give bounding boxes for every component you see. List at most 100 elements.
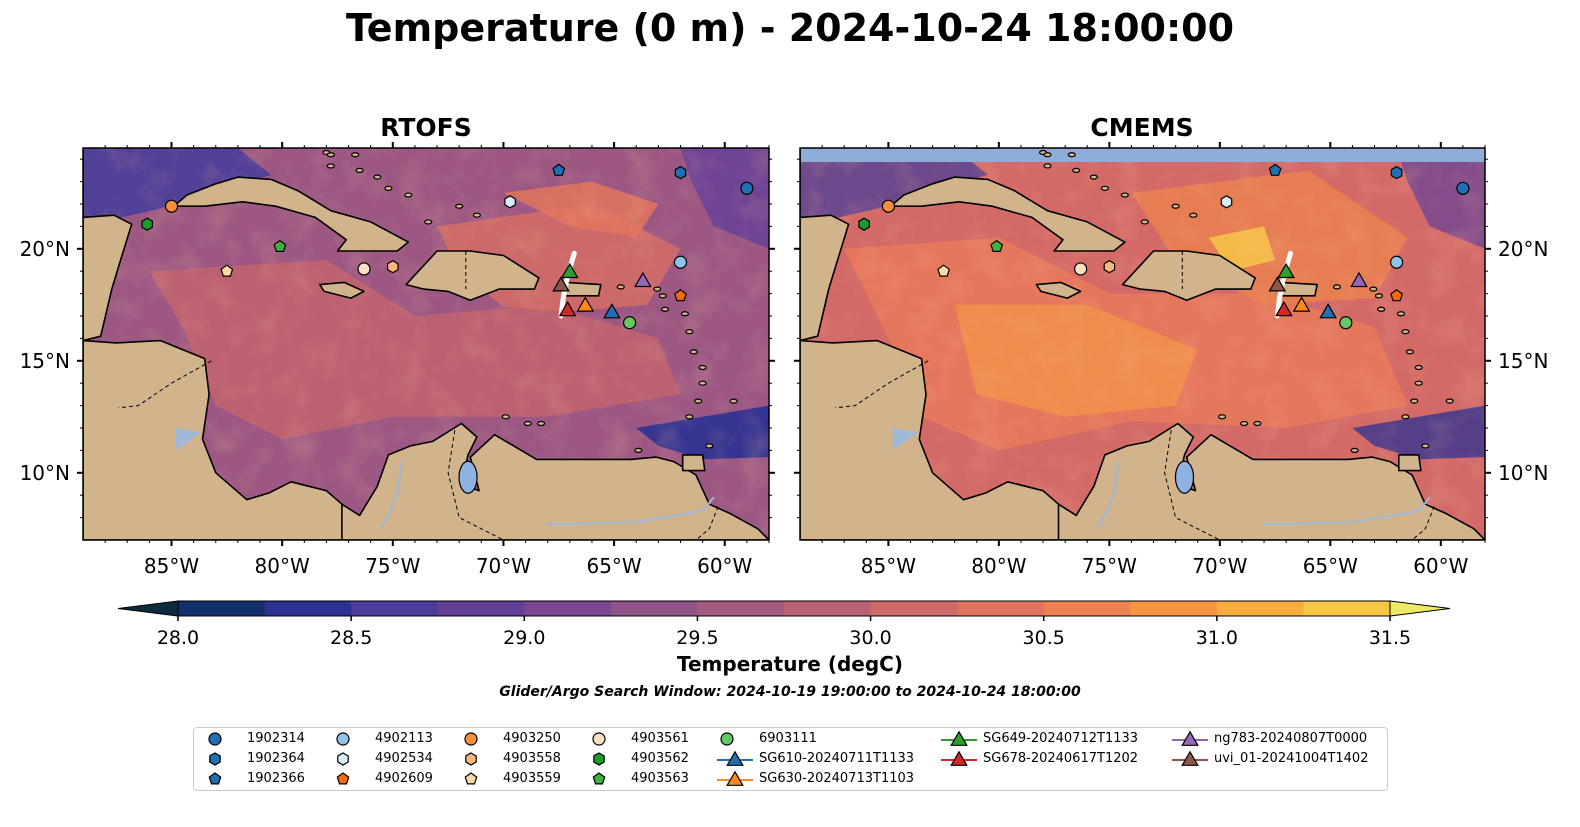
colorbar-segment — [1216, 601, 1305, 616]
obs-4903558 — [387, 260, 399, 274]
obs-4902113 — [1390, 255, 1404, 269]
legend-hexagon — [593, 752, 605, 766]
colorbar-tick-label: 28.5 — [330, 627, 372, 649]
lon-tick-label: 65°W — [1303, 554, 1358, 578]
small-island — [1217, 414, 1227, 420]
map-panel-rtofs: 85°W 80°W 75°W 70°W 65°W 60°W 20°N 15°N 10°N — [20, 142, 775, 578]
land-southamerica — [1057, 422, 1485, 540]
country-border — [118, 360, 212, 409]
legend: 1902314 1902364 1902366 4902113 4902534 49026… — [193, 727, 1388, 791]
small-island — [1189, 212, 1198, 218]
country-border — [1411, 506, 1435, 540]
legend-triangle — [950, 730, 968, 746]
legend-item: 4902609 — [331, 769, 456, 789]
lat-tick-label: 20°N — [1498, 237, 1548, 261]
obs-6903111 — [1339, 316, 1353, 330]
legend-marker — [941, 730, 977, 746]
legend-triangle — [726, 770, 744, 786]
river — [547, 496, 715, 526]
obs-4903561 — [357, 262, 371, 276]
colorbar-segment — [957, 601, 1045, 616]
lake-maracaibo — [458, 460, 478, 494]
obs-SG649-20240712T1133 — [1277, 262, 1295, 279]
legend-triangle — [1181, 750, 1199, 766]
lon-tick-label: 85°W — [144, 554, 199, 578]
obs-4902609 — [674, 289, 687, 302]
small-island — [694, 398, 703, 404]
colorbar-segment — [1303, 601, 1391, 616]
legend-marker — [208, 772, 222, 785]
river — [380, 461, 403, 530]
obs-SG610-20240711T1133 — [603, 303, 621, 319]
colorbar-tick-label: 30.5 — [1023, 627, 1065, 649]
legend-item: 4903250 — [459, 729, 584, 749]
obs-4902609 — [1390, 289, 1404, 302]
small-island — [373, 174, 382, 180]
obs-1902364 — [674, 165, 687, 180]
colorbar-segment — [264, 601, 352, 616]
land-florida — [254, 148, 279, 149]
legend-circle — [720, 732, 734, 746]
small-island — [1374, 293, 1384, 299]
land-jamaica — [1035, 281, 1082, 299]
colorbar-segment — [351, 601, 439, 616]
land-florida — [971, 148, 996, 149]
small-island — [698, 364, 707, 371]
legend-item: SG678-20240617T1202 — [939, 749, 1164, 769]
obs-1902366 — [552, 163, 566, 176]
legend-item: uvi_01-20241004T1402 — [1170, 749, 1395, 769]
small-island — [455, 203, 464, 209]
colorbar-extend-high — [1389, 600, 1451, 617]
obs-SG630-20240713T1103 — [1292, 296, 1311, 312]
legend-label: 4902534 — [375, 751, 433, 766]
figure-title: Temperature (0 m) - 2024-10-24 18:00:00 — [345, 6, 1235, 50]
colorbar-segment — [610, 601, 699, 616]
small-island — [1421, 443, 1430, 449]
obs-SG610-20240711T1133 — [1319, 303, 1337, 319]
small-island — [1240, 420, 1249, 427]
legend-label: 1902364 — [247, 751, 305, 766]
legend-marker — [209, 752, 221, 766]
small-island — [355, 167, 364, 173]
legend-marker — [337, 752, 349, 766]
legend-label: SG678-20240617T1202 — [983, 751, 1139, 766]
lat-tick-label: 15°N — [1498, 349, 1548, 373]
small-island — [424, 219, 433, 225]
lon-tick-label: 70°W — [1192, 554, 1247, 578]
small-island — [1414, 364, 1423, 371]
obs-SG649-20240712T1133 — [560, 262, 579, 279]
legend-label: 4903563 — [631, 771, 689, 786]
colorbar-tick-label: 29.0 — [503, 627, 545, 649]
legend-hexagon — [209, 752, 221, 766]
small-island — [660, 306, 670, 312]
legend-item: SG649-20240712T1133 — [939, 729, 1164, 749]
map-frame — [82, 147, 770, 541]
colorbar-segment — [784, 601, 872, 616]
land-yucatan — [800, 148, 850, 342]
no-data-band — [800, 148, 1485, 162]
lon-tick-label: 70°W — [476, 554, 531, 578]
small-island — [680, 311, 690, 317]
legend-marker — [941, 750, 977, 766]
small-island — [698, 380, 707, 386]
land-trinidad — [681, 454, 706, 472]
lat-tick-label: 15°N — [20, 349, 70, 373]
small-island — [1072, 167, 1081, 173]
colorbar-frame — [177, 600, 1391, 617]
legend-label: SG610-20240711T1133 — [759, 751, 915, 766]
colorbar-segment — [870, 601, 958, 616]
colorbar-tick-label: 31.5 — [1369, 627, 1411, 649]
lake-nicaragua — [892, 428, 918, 451]
country-border — [835, 360, 929, 409]
small-island — [685, 329, 694, 335]
land-yucatan — [83, 148, 133, 342]
land-trinidad — [1398, 454, 1422, 472]
legend-marker — [717, 750, 753, 766]
land-southamerica — [341, 422, 769, 540]
lake-maracaibo — [1174, 460, 1195, 494]
small-island — [1089, 174, 1098, 180]
land-cuba — [889, 176, 1126, 252]
obs-4903561 — [1074, 262, 1088, 276]
small-island — [1396, 311, 1406, 317]
